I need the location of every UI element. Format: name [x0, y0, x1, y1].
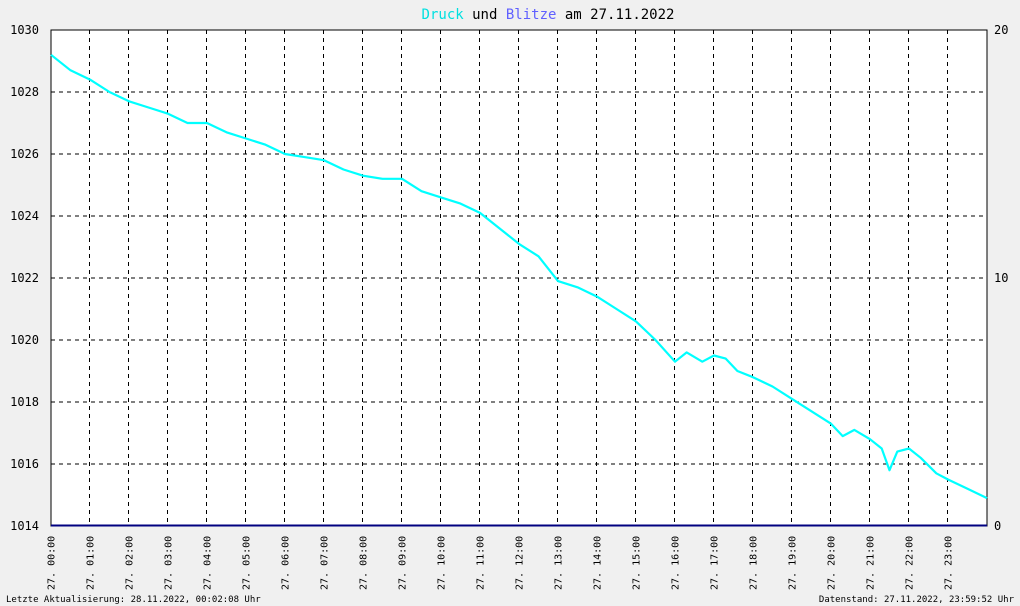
y-right-tick-label: 10	[994, 271, 1008, 285]
x-tick-label: 27. 19:00	[788, 536, 799, 590]
x-tick-label: 27. 05:00	[242, 536, 253, 590]
title-am: am	[565, 7, 582, 23]
x-tick-label: 27. 22:00	[905, 536, 916, 590]
y-right-tick-label: 0	[994, 519, 1001, 533]
x-tick-label: 27. 18:00	[749, 536, 760, 590]
x-tick-label: 27. 12:00	[515, 536, 526, 590]
x-tick-label: 27. 15:00	[632, 536, 643, 590]
x-tick-label: 27. 10:00	[437, 536, 448, 590]
y-left-tick-label: 1028	[10, 85, 39, 99]
x-tick-label: 27. 14:00	[593, 536, 604, 590]
y-left-tick-label: 1026	[10, 147, 39, 161]
x-tick-label: 27. 11:00	[476, 536, 487, 590]
x-tick-label: 27. 20:00	[827, 536, 838, 590]
chart-title: Druck und Blitze am 27.11.2022	[422, 7, 675, 23]
x-tick-label: 27. 03:00	[164, 536, 175, 590]
x-tick-label: 27. 06:00	[281, 536, 292, 590]
series-line-druck	[50, 53, 988, 500]
title-date: 27.11.2022	[590, 7, 674, 23]
x-axis-ticks: 27. 00:00 27. 01:00 27. 02:00 27. 03:00 27. …	[47, 536, 955, 590]
x-tick-label: 27. 13:00	[554, 536, 565, 590]
footer-last-update: Letzte Aktualisierung: 28.11.2022, 00:02…	[6, 595, 261, 605]
x-tick-label: 27. 23:00	[944, 536, 955, 590]
y-left-tick-label: 1018	[10, 395, 39, 409]
x-tick-label: 27. 08:00	[359, 536, 370, 590]
x-tick-label: 27. 04:00	[203, 536, 214, 590]
y-left-tick-label: 1022	[10, 271, 39, 285]
grid-horizontal	[51, 91, 987, 465]
title-und: und	[472, 7, 497, 23]
x-tick-label: 27. 09:00	[398, 536, 409, 590]
x-tick-label: 27. 07:00	[320, 536, 331, 590]
y-left-tick-label: 1024	[10, 209, 39, 223]
y-right-tick-label: 20	[994, 23, 1008, 37]
x-tick-label: 27. 17:00	[710, 536, 721, 590]
x-tick-label: 27. 21:00	[866, 536, 877, 590]
y-left-tick-label: 1016	[10, 457, 39, 471]
x-tick-label: 27. 01:00	[86, 536, 97, 590]
title-druck: Druck	[422, 7, 465, 23]
x-tick-label: 27. 00:00	[47, 536, 58, 590]
title-blitze: Blitze	[506, 7, 557, 23]
x-tick-label: 27. 16:00	[671, 536, 682, 590]
y-left-tick-label: 1030	[10, 23, 39, 37]
y-left-tick-label: 1020	[10, 333, 39, 347]
y-left-tick-label: 1014	[10, 519, 39, 533]
left-axis-ticks: 1014 1016 1018 1020 1022 1024 1026 1028 1030	[10, 23, 39, 533]
right-axis-ticks: 0 10 20	[994, 23, 1008, 533]
x-tick-label: 27. 02:00	[125, 536, 136, 590]
footer-data-status: Datenstand: 27.11.2022, 23:59:52 Uhr	[819, 595, 1015, 605]
